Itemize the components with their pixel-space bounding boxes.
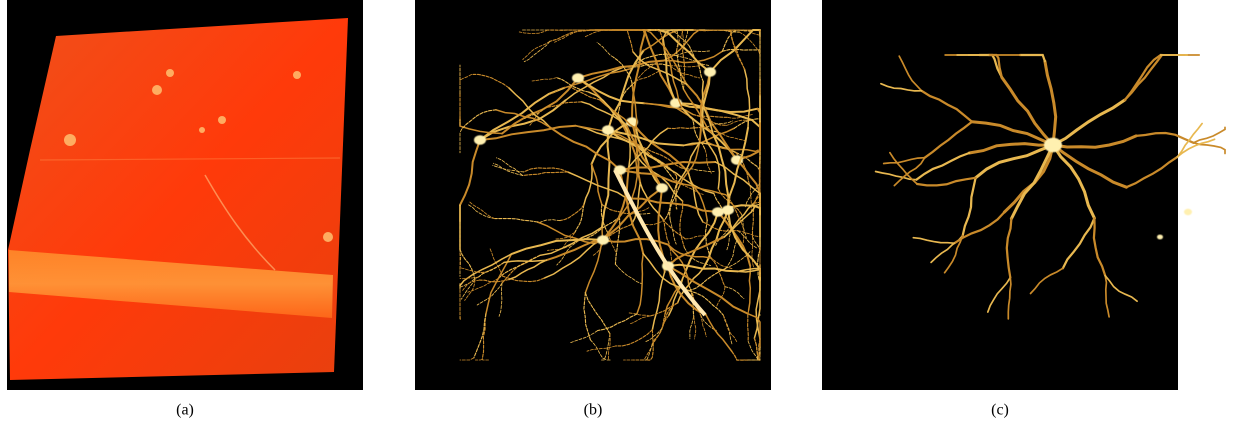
caption: (c): [991, 402, 1009, 419]
soma: [1044, 138, 1062, 152]
soma: [656, 183, 668, 193]
panel-b-image: [415, 0, 771, 390]
soma: [722, 205, 734, 215]
soma: [597, 235, 609, 245]
page: (a) (b) (c) (() => { const data = JSON.p…: [0, 0, 1247, 422]
soma: [1184, 209, 1192, 215]
caption: (b): [584, 402, 603, 419]
soma: [712, 207, 724, 217]
soma: [704, 67, 716, 77]
soma: [602, 125, 614, 135]
panel-c-image: [822, 0, 1225, 390]
soma: [1157, 235, 1163, 240]
soma: [572, 73, 584, 83]
figure: (a) (b) (c): [0, 0, 1247, 422]
caption: (a): [176, 402, 194, 419]
panel-a-image: [7, 0, 363, 390]
soma: [474, 135, 486, 145]
